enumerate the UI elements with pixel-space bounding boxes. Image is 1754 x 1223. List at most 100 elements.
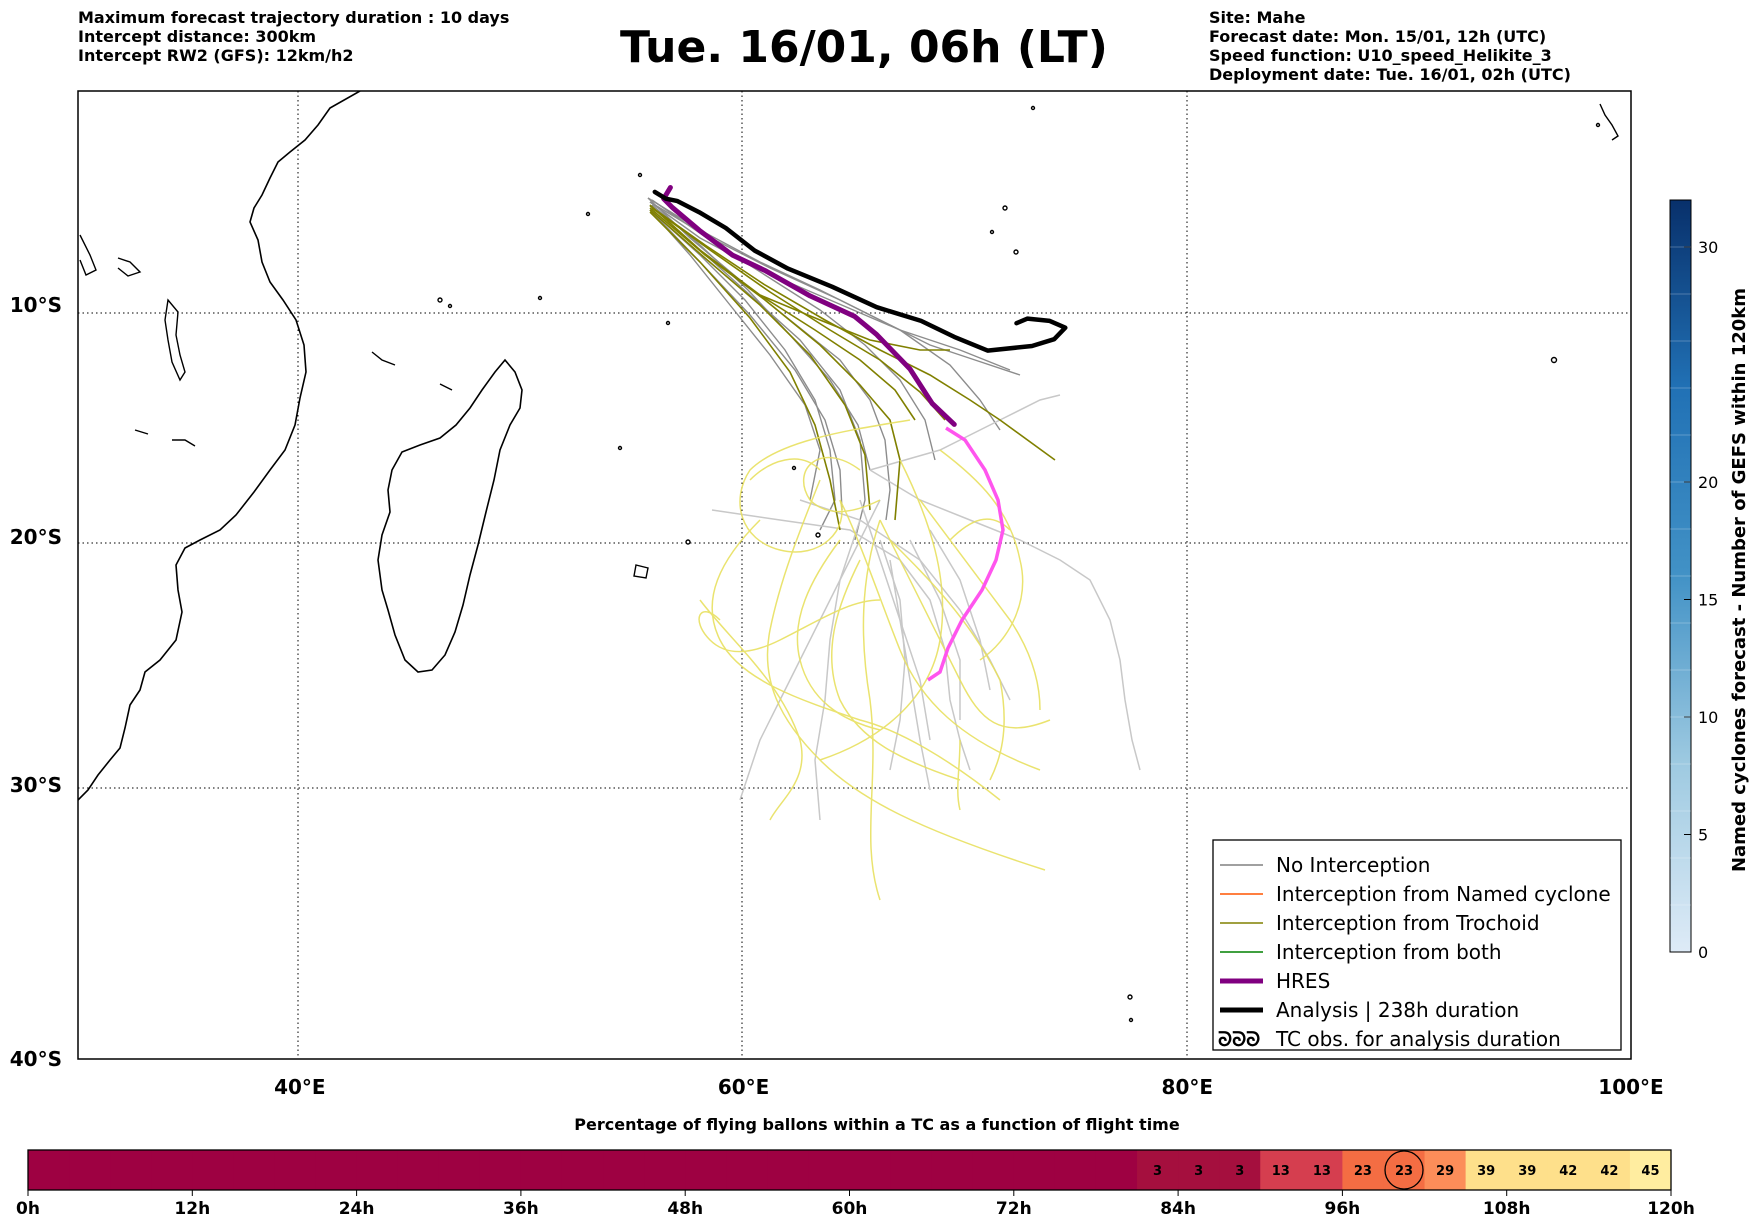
time-bar-value: 42 (1559, 1164, 1577, 1179)
time-bar-segment (1137, 1150, 1179, 1190)
time-bar-value: 45 (1641, 1164, 1659, 1179)
time-bar-value: 23 (1354, 1164, 1372, 1179)
header-right: Site: Mahe Forecast date: Mon. 15/01, 12… (1209, 8, 1571, 84)
time-bar: 3 3 3 13 13 23 23 29 39 39 42 42 45 0h 12h 24h 36h 48h 60… (16, 1149, 1695, 1219)
time-bar-value: 13 (1272, 1164, 1290, 1179)
time-bar-value: 3 (1194, 1164, 1203, 1179)
colorbar-tick-label: 15 (1698, 591, 1718, 610)
time-bar-segment (192, 1150, 234, 1190)
lon-tick-label: 100°E (1598, 1075, 1663, 1099)
time-bar-label: 12h (174, 1199, 210, 1219)
header-right-line: Site: Mahe (1209, 8, 1306, 27)
colorbar-label: Named cyclones forecast - Number of GEFS… (1729, 288, 1750, 872)
lat-tick-label: 10°S (10, 293, 62, 317)
africa-coastline (78, 91, 361, 801)
time-bar-label: 96h (1325, 1199, 1361, 1219)
time-bar-label: 72h (996, 1199, 1032, 1219)
time-bar-value: 13 (1313, 1164, 1331, 1179)
lon-tick-label: 80°E (1162, 1075, 1214, 1099)
time-bar-segment (1465, 1150, 1508, 1190)
time-bar-label: 24h (339, 1199, 375, 1219)
time-bar-segment (1178, 1150, 1220, 1190)
time-bar-segment (726, 1150, 768, 1190)
colorbar-gradient (1669, 199, 1692, 953)
legend-box (1212, 839, 1622, 1051)
time-bar-segment (479, 1150, 522, 1190)
time-bar-segment (315, 1150, 358, 1190)
time-bar-segment (356, 1150, 399, 1190)
analysis-trajectory (652, 189, 1068, 353)
time-bar-segment (644, 1150, 686, 1190)
map-frame (77, 90, 1632, 1060)
time-bar-value: 3 (1153, 1164, 1162, 1179)
time-bar-segment (233, 1150, 275, 1190)
colorbar-tick-label: 10 (1698, 708, 1718, 727)
time-bar-segment (1219, 1150, 1261, 1190)
time-bar-segment (1342, 1150, 1384, 1190)
time-bar-value: 23 (1395, 1164, 1413, 1179)
lat-tick-label: 40°S (10, 1047, 62, 1071)
colorbar: 0 5 10 15 20 30 Named cyclones forecast - Num… (1669, 199, 1750, 962)
lon-tick-label: 60°E (718, 1075, 770, 1099)
time-bar-value: 39 (1477, 1164, 1495, 1179)
colorbar-tick-label: 5 (1698, 826, 1708, 845)
lat-tick-label: 30°S (10, 773, 62, 797)
time-bar-segment (69, 1150, 111, 1190)
time-bar-segment (520, 1150, 563, 1190)
legend-item-label: Interception from Named cyclone (1276, 882, 1611, 906)
time-bar-segment (397, 1150, 440, 1190)
time-bar-segment (972, 1150, 1015, 1190)
time-bar-segment (890, 1150, 933, 1190)
time-bar-segment (808, 1150, 850, 1190)
legend-item-label: HRES (1276, 969, 1330, 993)
time-bar-segment (767, 1150, 809, 1190)
time-bar-segment (1506, 1150, 1549, 1190)
header-right-line: Speed function: U10_speed_Helikite_3 (1209, 46, 1552, 65)
time-bar-segment (28, 1150, 70, 1190)
header-left-line: Intercept distance: 300km (78, 27, 317, 46)
time-bar-segment (438, 1150, 481, 1190)
legend-item-label: TC obs. for analysis duration (1275, 1027, 1561, 1051)
time-bar-segment (1301, 1150, 1343, 1190)
time-bar-value: 39 (1518, 1164, 1536, 1179)
time-bar-label: 0h (16, 1199, 40, 1219)
time-bar-segment (1054, 1150, 1097, 1190)
page-title: Tue. 16/01, 06h (LT) (620, 22, 1108, 73)
axis-labels: 10°S 20°S 30°S 40°S 40°E 60°E 80°E 100°E (10, 293, 1664, 1099)
trajectory-series (652, 185, 1068, 427)
colorbar-tick-label: 0 (1698, 943, 1708, 962)
tc-obs-symbol-icon: ᘐᘐᘐ (1218, 1027, 1260, 1051)
legend-item-label: Interception from both (1276, 940, 1502, 964)
time-bar-label: 60h (832, 1199, 868, 1219)
time-bar-segment (1547, 1150, 1590, 1190)
time-bar-title: Percentage of flying ballons within a TC… (574, 1115, 1180, 1134)
time-bar-segment (1013, 1150, 1056, 1190)
time-bar-segment (1629, 1150, 1672, 1190)
time-bar-segment (603, 1150, 645, 1190)
lat-tick-label: 20°S (10, 525, 62, 549)
time-bar-segment (561, 1150, 604, 1190)
map-gridlines (78, 91, 1631, 1059)
time-bar-segment (1424, 1150, 1467, 1190)
legend-item-label: Analysis | 238h duration (1276, 998, 1519, 1022)
lon-tick-label: 40°E (274, 1075, 326, 1099)
time-bar-value: 42 (1600, 1164, 1618, 1179)
hres-extension (927, 426, 1005, 682)
legend-item-label: No Interception (1276, 853, 1430, 877)
time-bar-segment (151, 1150, 193, 1190)
header-left-line: Intercept RW2 (GFS): 12km/h2 (78, 46, 354, 65)
legend: No Interception Interception from Named c… (1212, 839, 1622, 1051)
time-bar-label: 84h (1160, 1199, 1196, 1219)
time-bar-segment (1095, 1150, 1138, 1190)
header-left: Maximum forecast trajectory duration : 1… (78, 8, 509, 65)
time-bar-label: 36h (503, 1199, 539, 1219)
time-bar-segment (274, 1150, 317, 1190)
time-bar-segment (1260, 1150, 1302, 1190)
time-bar-label: 120h (1647, 1199, 1695, 1219)
legend-item-label: Interception from Trochoid (1276, 911, 1540, 935)
time-bar-value: 3 (1235, 1164, 1244, 1179)
time-bar-label: 108h (1483, 1199, 1531, 1219)
madagascar-island (377, 358, 523, 673)
time-bar-segment (1588, 1150, 1631, 1190)
